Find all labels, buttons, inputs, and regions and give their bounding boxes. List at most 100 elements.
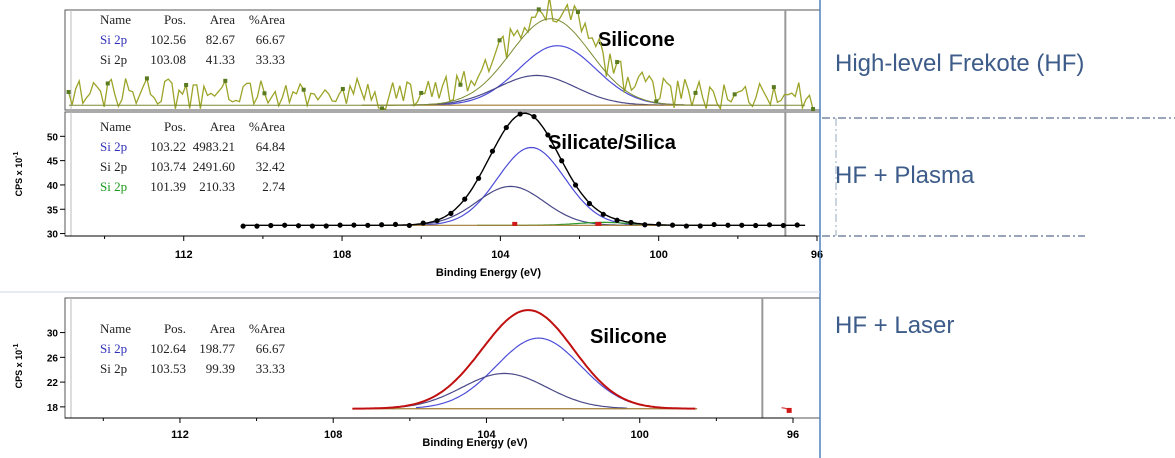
data-point — [794, 222, 800, 228]
data-point — [340, 86, 345, 91]
x-tick-label: 112 — [171, 429, 189, 441]
data-point — [545, 132, 551, 138]
envelope-curve — [243, 112, 806, 226]
data-point — [656, 221, 662, 227]
table-cell: 4983.21 — [193, 139, 235, 154]
x-axis-title: Binding Energy (eV) — [436, 267, 541, 279]
data-point — [458, 82, 463, 87]
marker-fragment — [512, 221, 518, 226]
table-cell: Si 2p — [100, 32, 127, 47]
y-tick-label: 30 — [47, 329, 59, 340]
panel-laser: 112 108 104 100 96 Binding Energy (eV) 18 22 26 3… — [13, 297, 821, 449]
panel-hf: Name Pos. Area %Area Si 2p 102.56 82.67 66.67 Si… — [64, 0, 821, 112]
x-tick-label: 104 — [491, 249, 510, 261]
data-point — [184, 82, 189, 87]
table-cell: Si 2p — [100, 341, 127, 356]
table-header: Area — [210, 321, 235, 336]
data-point — [282, 222, 288, 228]
y-tick-label: 40 — [47, 181, 59, 192]
y-tick-label: 45 — [47, 157, 59, 168]
data-point — [448, 210, 454, 216]
data-point — [586, 200, 593, 207]
chart-title: Silicone — [590, 326, 667, 348]
data-point — [497, 38, 502, 43]
y-axis-title: CPS x 10-1 — [13, 344, 24, 389]
data-point — [753, 222, 759, 229]
data-point — [697, 223, 703, 229]
table-header: Name — [100, 119, 131, 134]
table-header: %Area — [249, 12, 285, 27]
data-point — [365, 222, 371, 228]
table-cell: 2.74 — [262, 179, 285, 194]
data-point — [268, 222, 274, 229]
x-tick-label: 96 — [787, 429, 799, 441]
table-cell: Si 2p — [100, 179, 127, 194]
data-point — [254, 223, 260, 229]
data-point — [223, 78, 228, 83]
table-header: %Area — [249, 119, 285, 134]
data-point — [654, 99, 659, 104]
table-cell: 101.39 — [150, 179, 186, 194]
data-point — [536, 7, 541, 12]
data-point — [309, 223, 315, 229]
data-point — [628, 219, 634, 226]
table-header: Pos. — [164, 119, 186, 134]
data-point — [766, 222, 773, 228]
envelope-curve — [352, 309, 696, 410]
data-point — [262, 91, 267, 96]
data-point — [337, 222, 343, 228]
data-point — [406, 222, 412, 229]
data-point — [725, 222, 731, 228]
table-cell: 33.33 — [256, 361, 285, 376]
component-curve — [381, 372, 628, 409]
data-point — [323, 223, 329, 229]
envelope-curve — [69, 18, 806, 106]
data-point — [614, 217, 620, 223]
table-header: Area — [210, 12, 235, 27]
table-cell: 198.77 — [199, 341, 235, 356]
data-point — [419, 90, 424, 95]
data-point — [771, 85, 776, 90]
y-axis-title: CPS x 10-1 — [13, 152, 24, 197]
y-axis-exponent: -1 — [13, 344, 20, 350]
data-point — [600, 211, 606, 217]
x-axis-title: Binding Energy (eV) — [422, 437, 527, 449]
table-cell: 82.67 — [206, 32, 236, 47]
table-header: Name — [100, 12, 131, 27]
data-point — [786, 407, 792, 413]
data-point — [503, 124, 509, 131]
table-header: Name — [100, 321, 131, 336]
data-point — [144, 76, 149, 81]
y-axis-exponent: -1 — [13, 152, 20, 158]
data-point — [476, 175, 482, 181]
data-point — [301, 87, 306, 92]
table-header: %Area — [249, 321, 285, 336]
label-hf: High-level Frekote (HF) — [835, 50, 1085, 77]
data-point — [434, 218, 440, 224]
table-cell: 102.56 — [150, 32, 186, 47]
table-header: Pos. — [164, 321, 186, 336]
table-cell: 103.74 — [150, 159, 186, 174]
table-cell: 64.84 — [256, 139, 286, 154]
data-point — [379, 222, 385, 228]
data-point — [572, 182, 579, 188]
data-point — [240, 223, 246, 229]
y-tick-label: 18 — [47, 403, 59, 414]
data-point — [462, 196, 468, 202]
table-cell: 210.33 — [199, 179, 235, 194]
data-point — [105, 81, 110, 86]
x-tick-label: 104 — [477, 429, 496, 441]
table-cell: 32.42 — [256, 159, 285, 174]
data-point — [642, 222, 648, 228]
table-cell: 99.39 — [206, 361, 235, 376]
chart-title: Silicate/Silica — [548, 132, 677, 154]
data-point — [559, 158, 565, 164]
table-cell: 103.22 — [150, 139, 186, 154]
label-plasma: HF + Plasma — [835, 162, 975, 189]
data-point — [66, 90, 71, 95]
data-point — [575, 10, 580, 15]
chart-title: Silicone — [598, 29, 675, 51]
data-point — [380, 106, 385, 111]
